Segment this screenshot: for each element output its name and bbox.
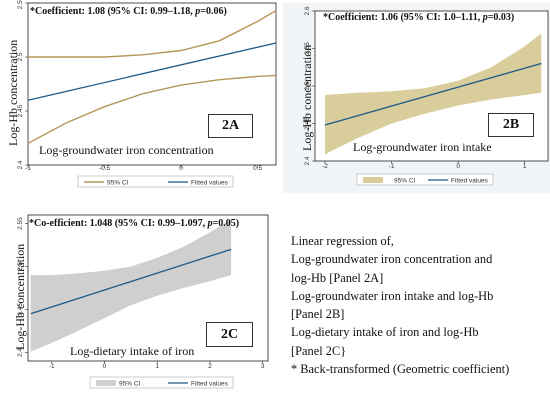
x-tick-label: -1 [49,363,55,370]
fitted-line [30,248,232,315]
y-tick-label: 2.4 [17,348,24,357]
chart-2b-svg: 2.4 2.45 2.5 2.55 2.6 -2 -1 0 1 95% CI Fitted valu… [304,6,549,186]
legend-ci-swatch [96,380,116,386]
x-tick-label: 0 [456,163,460,170]
x-tick-label: -0.5 [99,165,111,172]
legend-box [89,376,234,389]
legend-ci-swatch [363,177,383,183]
x-tick-label: -1 [25,165,31,172]
x-tick-label: -1 [389,163,395,170]
plot-area [27,2,277,166]
legend-fit-label: Fitted values [191,381,229,388]
chart-2a-svg: 2.4 2.45 2.5 2.55 -1 -0.5 0 0.5 95% CI Fitted val… [17,0,277,188]
panel-2b-ylabel: Log-Hb concentration [300,44,314,151]
y-tick-label: 2.5 [304,81,311,90]
panel-2c-title: *Co-efficient: 1.048 (95% CI: 0.99–1.097… [29,218,240,229]
x-tick-label: -2 [322,163,328,170]
panel-2a-xlabel: Log-groundwater iron concentration [39,143,214,157]
note-line: log-Hb [Panel 2A] [291,270,384,285]
legend-box [356,173,494,186]
panel-2a: 2.4 2.45 2.5 2.55 -1 -0.5 0 0.5 95% CI Fitted val… [0,0,278,196]
y-tick-label: 2.55 [304,42,311,55]
ci-lower-line [27,74,277,145]
x-tick-label: 0.5 [253,165,262,172]
ci-band [30,219,232,352]
y-tick-label: 2.55 [17,0,24,9]
x-tick-label: 1 [523,163,527,170]
note-line: Linear regression of, [291,234,394,248]
y-tick-label: 2.45 [17,104,24,117]
legend-ci-label: 95% CI [107,180,129,187]
y-tick-label: 2.5 [17,262,24,271]
panel-2b: 2.4 2.45 2.5 2.55 2.6 -2 -1 0 1 95% CI Fitted valu… [283,3,550,193]
legend-ci-label: 95% CI [119,381,141,388]
panel-2c-xlabel: Log-dietary intake of iron [70,344,195,358]
legend-ci-label: 95% CI [394,178,416,185]
panel-2a-ylabel: Log-Hb concentration [6,39,20,146]
x-tick-label: 0 [103,363,107,370]
panel-2c: 2.4 2.45 2.5 2.55 -1 0 1 2 3 95% CI Fitted values … [0,208,278,402]
y-tick-label: 2.6 [304,6,311,15]
note-line: [Panel 2C} [291,343,347,358]
y-tick-label: 2.5 [17,52,24,61]
legend-box [77,175,234,188]
note-line: Log-groundwater iron intake and log-Hb [291,288,494,303]
legend-fit-label: Fitted values [451,178,489,185]
note-line: Log-groundwater iron concentration and [291,252,493,267]
chart-2c-svg: 2.4 2.45 2.5 2.55 -1 0 1 2 3 95% CI Fitted values [17,214,269,389]
note-line: Log-dietary intake of iron and log-Hb [291,325,479,340]
x-tick-label: 1 [155,363,159,370]
fitted-line [324,62,542,126]
ci-upper-line [28,9,277,58]
panel-2b-xlabel: Log-groundwater iron intake [353,140,492,154]
regression-notes: Linear regression of, Log-groundwater ir… [291,232,549,378]
x-tick-label: 0 [179,165,183,172]
fitted-line [27,42,277,101]
y-tick-label: 2.45 [17,303,24,316]
note-line: [Panel 2B] [291,307,345,322]
y-tick-label: 2.45 [304,117,311,130]
y-tick-label: 2.4 [304,156,311,165]
panel-2a-title: *Coefficient: 1.08 (95% CI: 0.99–1.18, p… [30,6,227,17]
panel-2b-tag: 2B [488,113,534,137]
panel-2b-title: *Coefficient: 1.06 (95% CI: 1.0–1.11, p=… [323,12,515,23]
y-tick-label: 2.55 [17,217,24,230]
y-tick-label: 2.4 [17,160,24,169]
legend-fit-label: Fitted values [191,180,229,187]
note-line: * Back-transformed (Geometric coefficien… [291,362,510,377]
x-tick-label: 2 [208,363,212,370]
panel-2c-ylabel: Log-Hb concentration [13,243,27,350]
x-tick-label: 3 [261,363,265,370]
panel-2c-tag: 2C [206,322,253,347]
panel-2a-tag: 2A [208,114,253,138]
